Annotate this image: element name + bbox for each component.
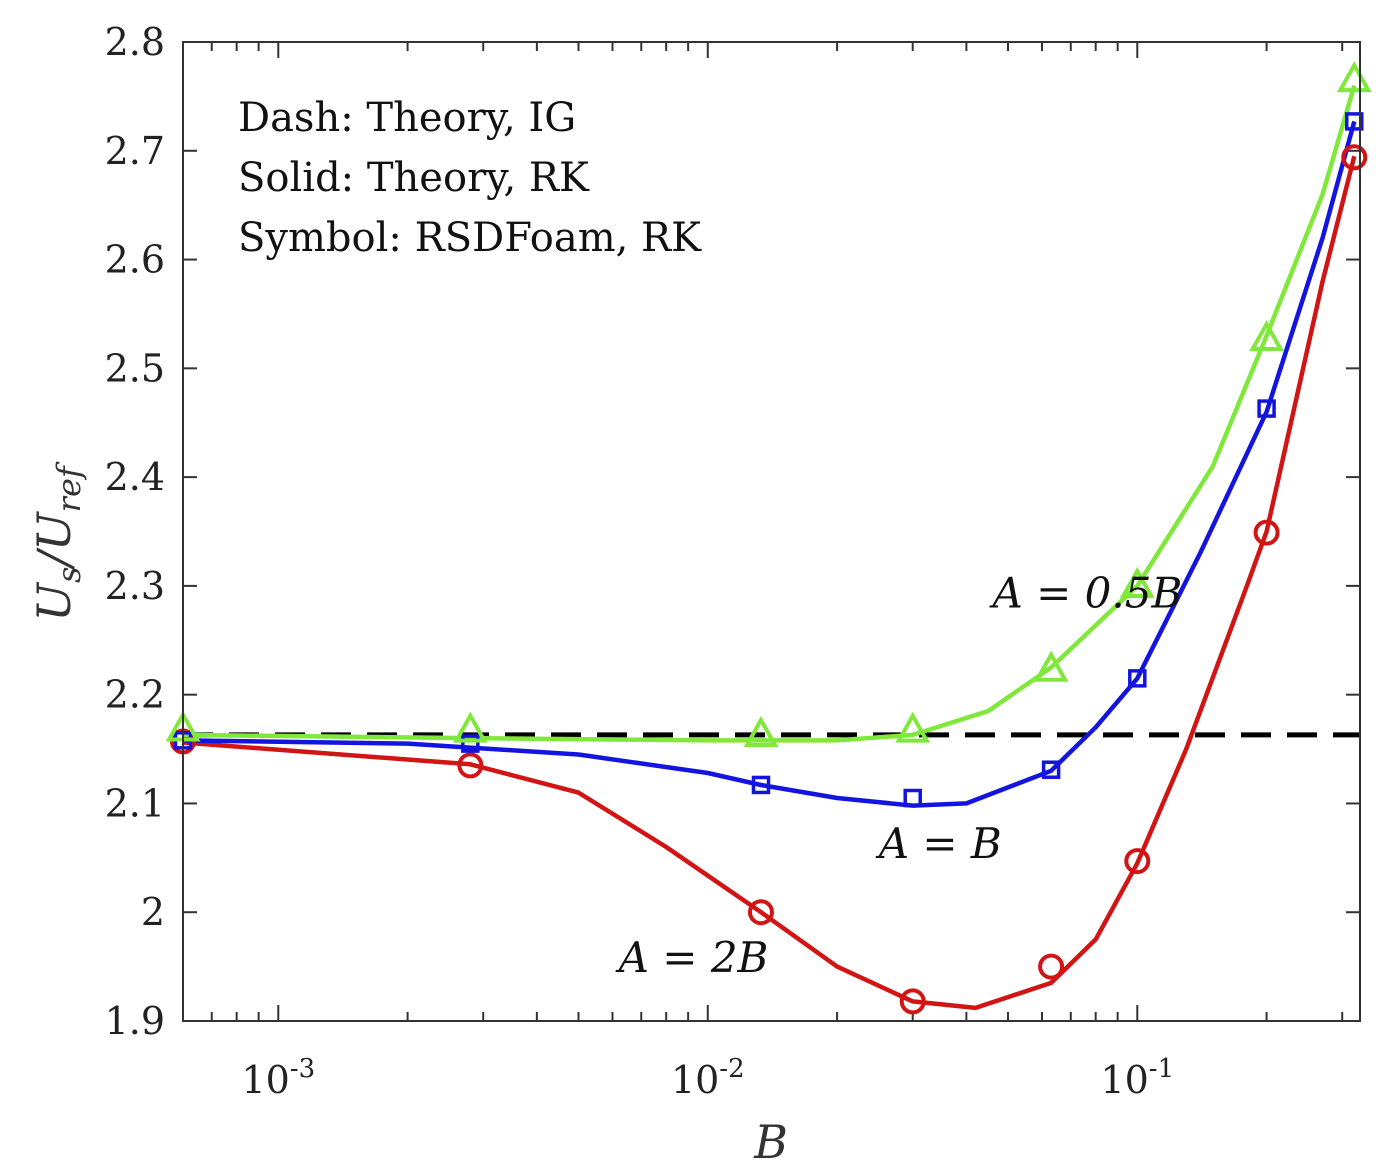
- annotation-line-dash: Dash: Theory, IG: [238, 95, 576, 141]
- plot-frame: [182, 41, 1361, 1022]
- data-point-circle: [1038, 953, 1065, 980]
- data-point-triangle: [1033, 650, 1069, 682]
- data-point-triangle: [1119, 566, 1155, 598]
- annotation-line-symbol: Symbol: RSDFoam, RK: [238, 215, 702, 261]
- x-tick-label-base: 10: [1100, 1058, 1148, 1102]
- data-point-triangle: [1336, 61, 1372, 93]
- y-tick-label: 2.1: [105, 781, 165, 825]
- y-tick-label: 2.2: [105, 673, 165, 717]
- data-point-square: [1128, 669, 1147, 688]
- data-point-triangle: [743, 715, 779, 747]
- x-tick-label-exponent: -2: [719, 1054, 744, 1084]
- series-curves: [183, 84, 1357, 1011]
- annotation-line-solid: Solid: Theory, RK: [238, 155, 590, 201]
- data-point-triangle: [895, 711, 931, 743]
- x-tick-label: 10-1: [1100, 1054, 1174, 1102]
- y-axis-label: Us/Uref: [27, 461, 88, 622]
- series-label: A = 0.5B: [988, 569, 1182, 618]
- y-tick-label: 2.4: [105, 455, 165, 499]
- data-point-square: [461, 734, 480, 753]
- y-axis-label-main: U: [27, 581, 81, 622]
- data-point-square: [1041, 760, 1061, 779]
- axis-ticks: [182, 41, 1360, 1022]
- annotation-block: Dash: Theory, IG Solid: Theory, RK Symbo…: [238, 95, 702, 261]
- series-line: [183, 84, 1357, 743]
- data-point-triangle: [1249, 319, 1285, 352]
- x-tick-label: 10-3: [241, 1054, 315, 1102]
- data-point-circle: [1253, 519, 1280, 546]
- data-point-square: [751, 775, 771, 795]
- data-point-circle: [899, 988, 926, 1015]
- series-line: [183, 120, 1357, 808]
- y-tick-label: 2.6: [105, 238, 165, 282]
- series-label: A = 2B: [615, 933, 769, 982]
- data-point-square: [1257, 399, 1276, 418]
- data-point-circle: [747, 899, 774, 926]
- y-tick-label: 2.5: [105, 346, 165, 390]
- data-point-circle: [1341, 144, 1368, 171]
- y-tick-label: 1.9: [105, 999, 165, 1043]
- x-axis-label: B: [753, 1115, 788, 1166]
- x-tick-label-base: 10: [671, 1058, 719, 1102]
- y-tick-label: 2: [141, 890, 165, 934]
- data-point-triangle: [452, 711, 488, 743]
- x-tick-label-exponent: -3: [290, 1054, 315, 1084]
- data-point-circle: [1124, 848, 1151, 875]
- y-axis-label-slash: /U: [27, 510, 81, 570]
- y-tick-label: 2.7: [105, 129, 165, 173]
- data-point-circle: [457, 752, 484, 779]
- series-label: A = B: [875, 819, 1002, 868]
- series-labels: A = 2B A = B A = 0.5B: [615, 569, 1183, 982]
- data-point-square: [1345, 112, 1364, 131]
- x-tick-label-base: 10: [241, 1058, 289, 1102]
- x-tick-label-exponent: -1: [1149, 1054, 1174, 1084]
- data-point-square: [903, 788, 922, 808]
- y-tick-label: 2.8: [105, 20, 165, 64]
- tick-labels: 1.922.12.22.32.42.52.62.72.810-3 10-2 10-1: [105, 20, 1175, 1102]
- y-tick-label: 2.3: [105, 564, 165, 608]
- y-axis-label-sub1: s: [50, 567, 88, 583]
- series-line: [183, 155, 1357, 1011]
- y-axis-label-sub2: ref: [50, 461, 88, 512]
- x-tick-label: 10-2: [671, 1054, 745, 1102]
